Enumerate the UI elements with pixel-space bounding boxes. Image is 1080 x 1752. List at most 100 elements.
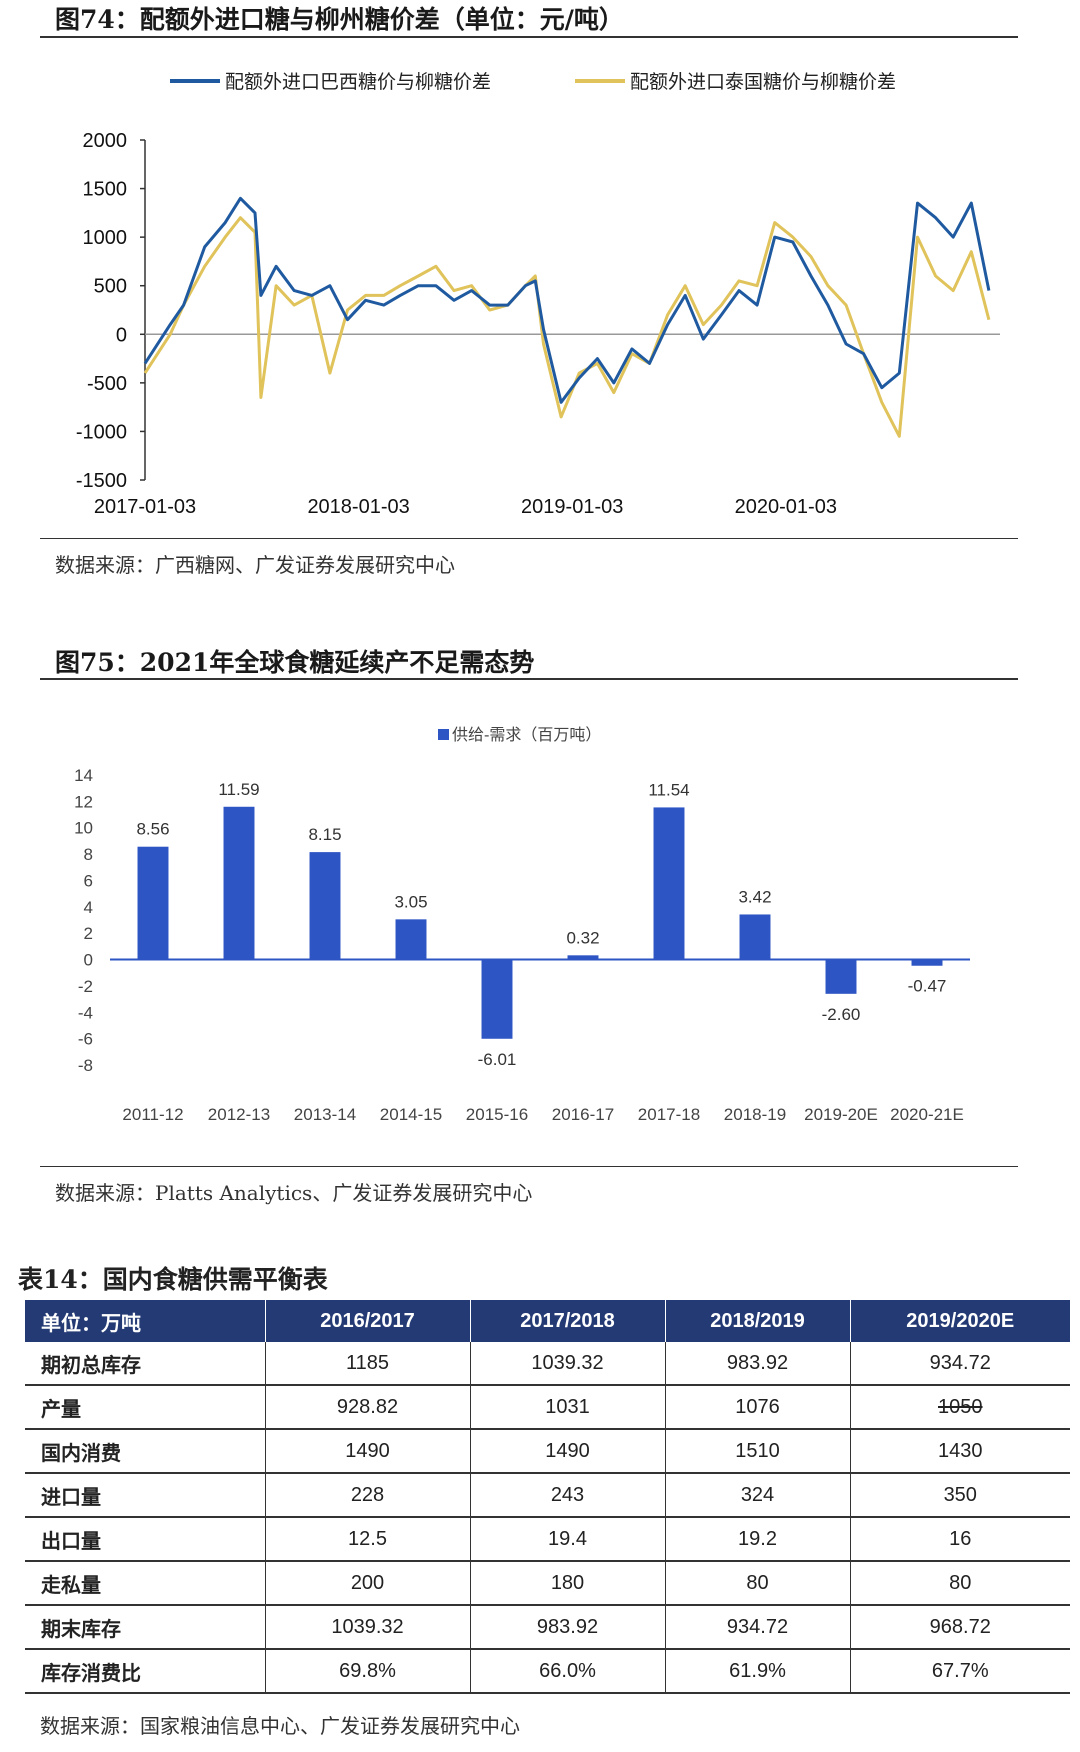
y-tick-label: 1500 bbox=[83, 179, 128, 201]
y-tick-label: 12 bbox=[74, 792, 93, 811]
table-row: 走私量 200 180 80 80 bbox=[25, 1561, 1070, 1606]
chart75-axes: 14 12 10 8 6 4 2 0 -2 -4 -6 -8 2011-12 2012-13 2013-14… bbox=[74, 766, 970, 1124]
table-header-col: 2018/2019 bbox=[665, 1300, 851, 1342]
table-cell: 243 bbox=[470, 1473, 666, 1518]
data-label: 8.56 bbox=[136, 820, 169, 839]
bar bbox=[223, 806, 255, 960]
legend-label: 配额外进口泰国糖价与柳糖价差 bbox=[630, 71, 896, 93]
row-label: 出口量 bbox=[25, 1517, 266, 1562]
y-tick-label: -500 bbox=[87, 373, 127, 395]
y-tick-label: 14 bbox=[74, 766, 93, 785]
table-header-row: 单位：万吨 2016/2017 2017/2018 2018/2019 2019… bbox=[25, 1300, 1070, 1342]
bar bbox=[825, 959, 857, 994]
table-cell: 69.8% bbox=[265, 1649, 471, 1694]
bar bbox=[653, 807, 685, 960]
chart75-legend: 供给-需求（百万吨） bbox=[438, 725, 601, 744]
table-cell: 1430 bbox=[850, 1429, 1070, 1474]
data-label: 11.54 bbox=[648, 780, 689, 799]
x-tick-label: 2015-16 bbox=[466, 1105, 528, 1124]
table-row: 国内消费 1490 1490 1510 1430 bbox=[25, 1429, 1070, 1474]
chart75-bars: 8.56 11.59 8.15 3.05 -6.01 0.32 11.54 3.42 -2.60… bbox=[136, 780, 946, 1069]
x-tick-label: 2018-19 bbox=[724, 1105, 786, 1124]
fig75-bottom-rule bbox=[40, 1166, 1018, 1167]
y-tick-label: -8 bbox=[78, 1056, 93, 1075]
x-tick-label: 2018-01-03 bbox=[307, 496, 409, 518]
table-cell: 1490 bbox=[470, 1429, 666, 1474]
data-label: 3.42 bbox=[738, 887, 771, 906]
table-cell: 61.9% bbox=[665, 1649, 851, 1694]
table14-title: 表14：国内食糖供需平衡表 bbox=[18, 1265, 328, 1294]
y-tick-label: -1000 bbox=[76, 421, 127, 443]
data-label: 8.15 bbox=[308, 825, 341, 844]
table-row: 出口量 12.5 19.4 19.2 16 bbox=[25, 1517, 1070, 1562]
bar bbox=[309, 852, 341, 960]
fig75-title: 图75：2021年全球食糖延续产不足需态势 bbox=[55, 648, 535, 677]
table-header-col: 2016/2017 bbox=[265, 1300, 471, 1342]
y-tick-label: -2 bbox=[78, 977, 93, 996]
bar bbox=[739, 914, 771, 960]
legend-label: 配额外进口巴西糖价与柳糖价差 bbox=[225, 71, 491, 93]
table-cell: 66.0% bbox=[470, 1649, 666, 1694]
row-label: 产量 bbox=[25, 1385, 266, 1430]
table-cell: 1185 bbox=[265, 1342, 471, 1386]
y-tick-label: -6 bbox=[78, 1030, 93, 1049]
x-tick-label: 2016-17 bbox=[552, 1105, 614, 1124]
legend-swatch bbox=[438, 729, 449, 740]
struck-value: 1050 bbox=[938, 1395, 983, 1418]
series-line-thailand bbox=[143, 216, 991, 438]
bar bbox=[137, 846, 169, 960]
table-cell: 1510 bbox=[665, 1429, 851, 1474]
table-cell: 180 bbox=[470, 1561, 666, 1606]
bar bbox=[911, 959, 943, 966]
y-tick-label: 0 bbox=[84, 951, 93, 970]
sugar-balance-table: 单位：万吨 2016/2017 2017/2018 2018/2019 2019… bbox=[25, 1300, 1070, 1694]
bar bbox=[395, 919, 427, 960]
table-cell: 16 bbox=[850, 1517, 1070, 1562]
table-cell: 928.82 bbox=[265, 1385, 471, 1430]
bar bbox=[567, 955, 599, 960]
x-tick-label: 2019-01-03 bbox=[521, 496, 623, 518]
table-cell: 968.72 bbox=[850, 1605, 1070, 1650]
row-label: 期初总库存 bbox=[25, 1342, 266, 1386]
y-tick-label: -4 bbox=[78, 1003, 93, 1022]
fig74-title: 图74：配额外进口糖与柳州糖价差（单位：元/吨） bbox=[55, 5, 624, 34]
y-tick-label: 8 bbox=[84, 845, 93, 864]
x-tick-label: 2017-18 bbox=[638, 1105, 700, 1124]
table-cell: 934.72 bbox=[665, 1605, 851, 1650]
chart74-axes: 2000 1500 1000 500 0 -500 -1000 -1500 2017-01-03… bbox=[76, 130, 1000, 518]
table-row: 期初总库存 1185 1039.32 983.92 934.72 bbox=[25, 1342, 1070, 1386]
data-label: 3.05 bbox=[394, 892, 427, 911]
y-tick-label: 10 bbox=[74, 819, 93, 838]
x-tick-label: 2012-13 bbox=[208, 1105, 270, 1124]
chart74-legend: 配额外进口巴西糖价与柳糖价差 配额外进口泰国糖价与柳糖价差 bbox=[170, 71, 896, 93]
row-label: 进口量 bbox=[25, 1473, 266, 1518]
y-tick-label: 2 bbox=[84, 924, 93, 943]
table-cell: 19.2 bbox=[665, 1517, 851, 1562]
supply-demand-bar-chart: 供给-需求（百万吨） 14 12 10 8 6 4 2 0 -2 -4 -6 -8 2011-12 201… bbox=[74, 725, 970, 1124]
data-label: -6.01 bbox=[478, 1050, 517, 1069]
fig75-title-rule bbox=[40, 678, 1018, 680]
table-cell: 1031 bbox=[470, 1385, 666, 1430]
fig74-source: 数据来源：广西糖网、广发证券发展研究中心 bbox=[55, 553, 455, 577]
row-label: 库存消费比 bbox=[25, 1649, 266, 1694]
table-row: 进口量 228 243 324 350 bbox=[25, 1473, 1070, 1518]
row-label: 国内消费 bbox=[25, 1429, 266, 1474]
table-header-unit: 单位：万吨 bbox=[25, 1300, 266, 1342]
x-tick-label: 2014-15 bbox=[380, 1105, 442, 1124]
table-cell: 80 bbox=[665, 1561, 851, 1606]
table-cell: 350 bbox=[850, 1473, 1070, 1518]
fig74-bottom-rule bbox=[40, 538, 1018, 539]
bar bbox=[481, 959, 513, 1039]
x-tick-label: 2019-20E bbox=[804, 1105, 878, 1124]
x-tick-label: 2020-01-03 bbox=[735, 496, 837, 518]
table-cell: 200 bbox=[265, 1561, 471, 1606]
table-cell: 983.92 bbox=[470, 1605, 666, 1650]
table-header-col: 2017/2018 bbox=[470, 1300, 666, 1342]
y-tick-label: 500 bbox=[94, 276, 127, 298]
data-label: 0.32 bbox=[566, 928, 599, 947]
table-row: 产量 928.82 1031 1076 1050 bbox=[25, 1385, 1070, 1430]
table-cell: 934.72 bbox=[850, 1342, 1070, 1386]
y-tick-label: -1500 bbox=[76, 470, 127, 492]
table-header-col: 2019/2020E bbox=[850, 1300, 1070, 1342]
fig75-source: 数据来源：Platts Analytics、广发证券发展研究中心 bbox=[55, 1181, 533, 1205]
